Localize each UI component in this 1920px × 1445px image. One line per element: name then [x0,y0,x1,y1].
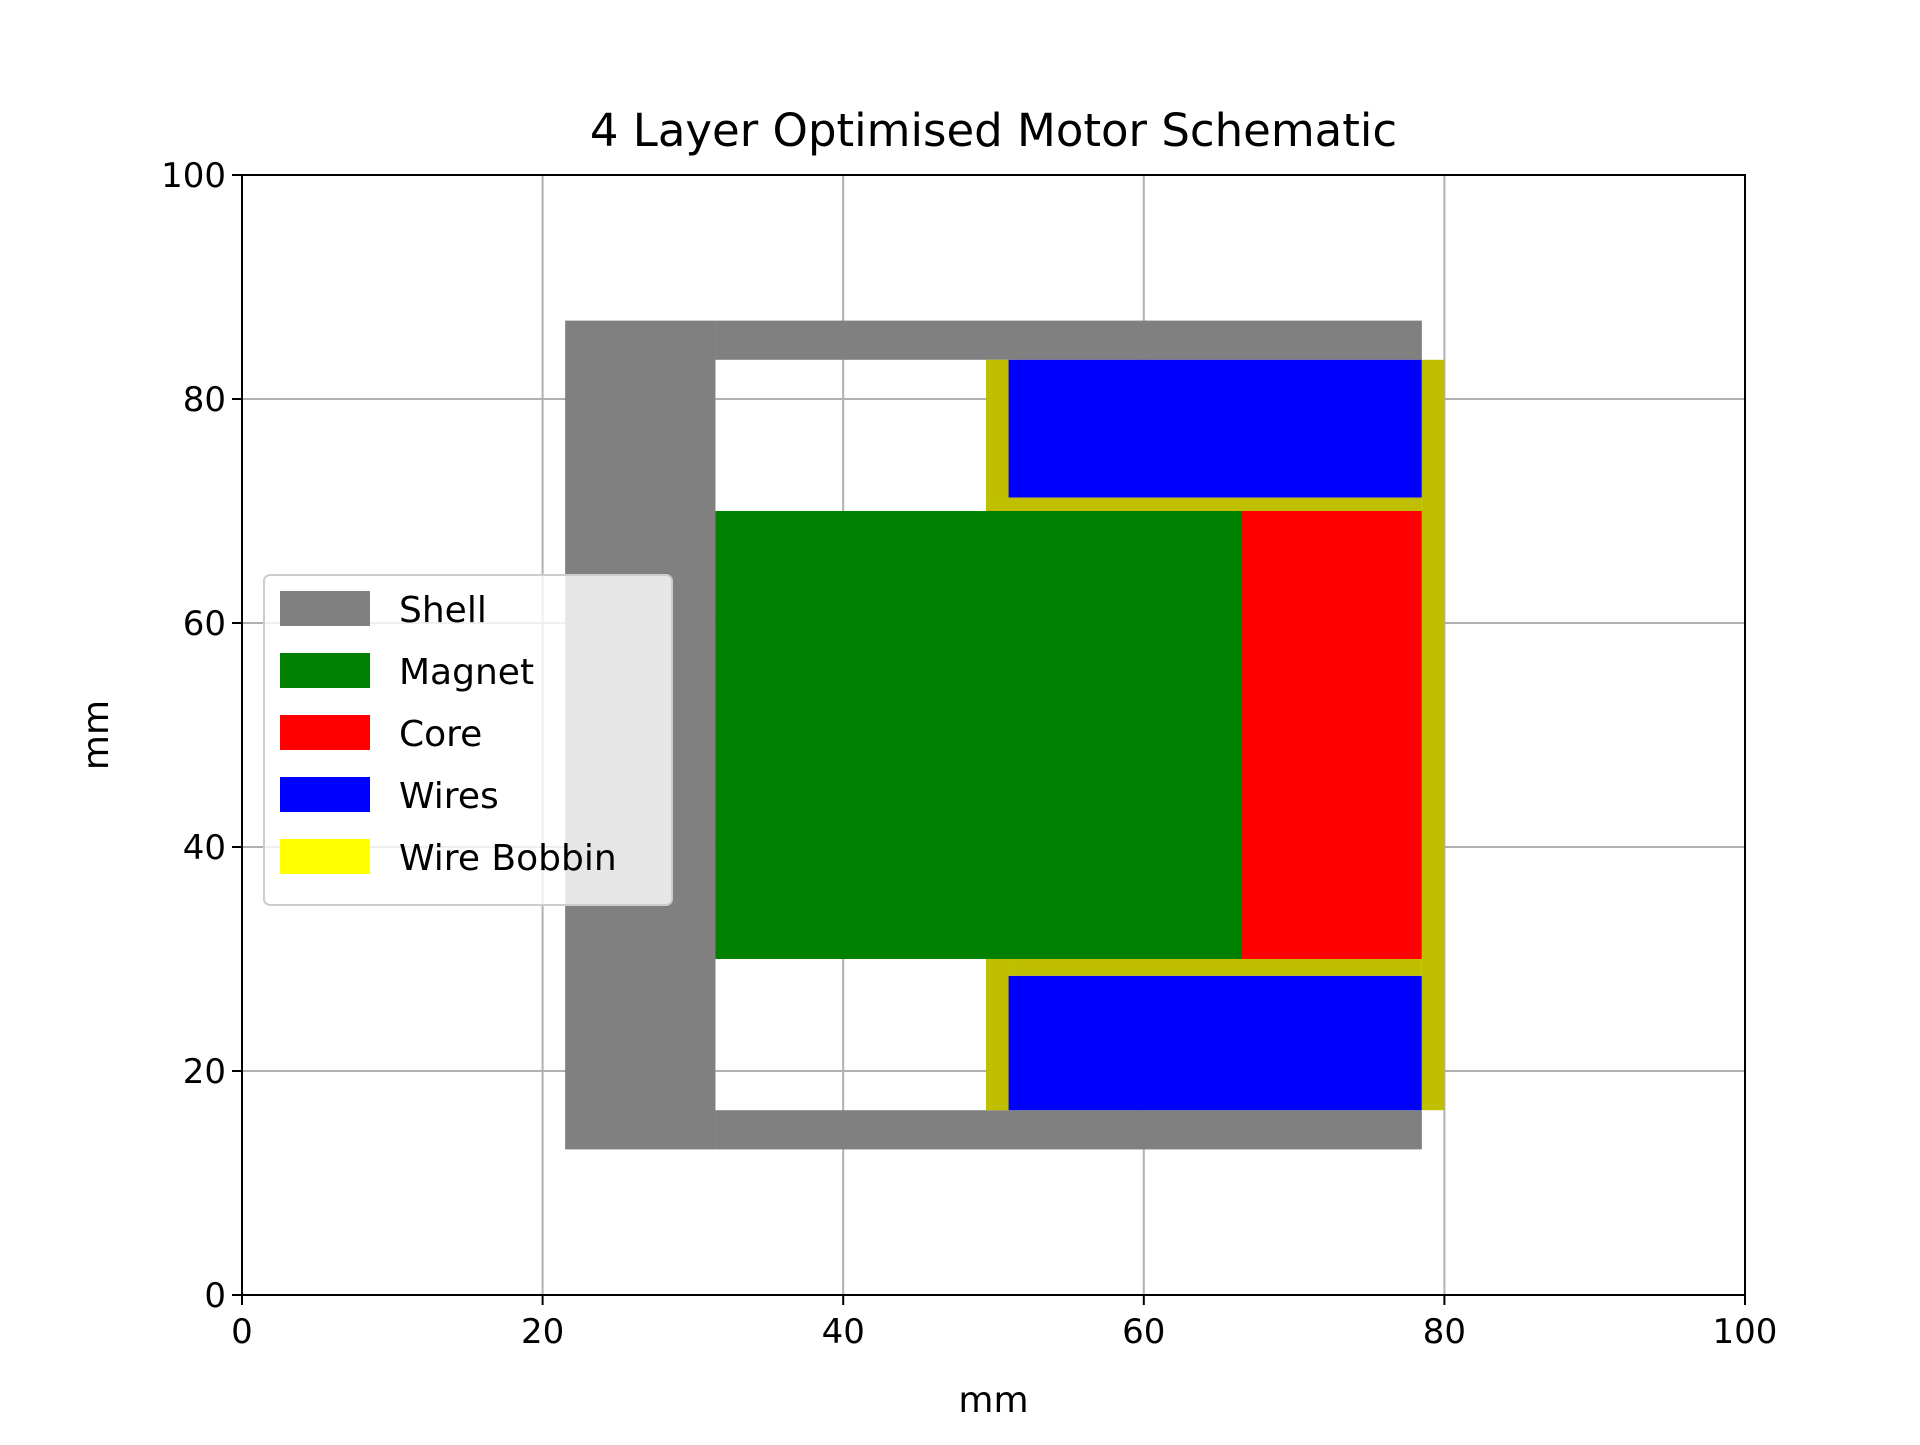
wire-bobbin-rect [985,959,1009,1111]
legend-swatch [280,715,370,750]
x-tick-label: 60 [1122,1312,1165,1352]
plot-shapes [565,320,1445,1150]
legend: Shell Magnet Core Wires Wire Bobbin [263,574,673,906]
wire-bobbin-rect [985,359,1009,498]
y-tick-label: 100 [161,156,226,196]
x-tick-label: 80 [1423,1312,1466,1352]
x-tick-label: 0 [231,1312,253,1352]
shell-rect [715,1110,1422,1150]
wires-rect [1008,359,1422,498]
wire-bobbin-rect [985,497,1422,511]
legend-label: Magnet [399,652,534,693]
x-tick-label: 40 [822,1312,865,1352]
wire-bobbin-rect [1421,359,1445,1111]
wire-bobbin-rect [1008,959,1422,976]
x-tick-label: 20 [521,1312,564,1352]
legend-label: Shell [399,590,487,631]
y-axis-label: mm [76,700,117,770]
y-tick-label: 40 [183,828,226,868]
x-tick-label: 100 [1713,1312,1778,1352]
y-tick-label: 60 [183,604,226,644]
series-wires [1008,359,1422,1111]
legend-swatch [280,777,370,812]
legend-swatch [280,653,370,688]
shell-rect [715,320,1422,360]
y-tick-label: 20 [183,1052,226,1092]
y-tick-label: 80 [183,380,226,420]
legend-label: Wire Bobbin [399,838,617,879]
x-axis-label: mm [958,1380,1028,1421]
plot-frame [241,174,1746,1296]
legend-swatch [280,839,370,874]
magnet-rect [715,511,1242,959]
y-tick-label: 0 [204,1276,226,1316]
legend-swatch [280,591,370,626]
legend-label: Wires [399,776,499,817]
axis-ticks: 0 20 40 60 80 100 0 20 40 60 80 100 [161,156,1777,1352]
wires-rect [1008,975,1422,1111]
series-magnet [715,511,1242,959]
core-rect [1241,511,1422,959]
legend-label: Core [399,714,482,755]
series-wire-bobbin [985,359,1445,1111]
chart-title: 4 Layer Optimised Motor Schematic [590,104,1397,157]
series-core [1241,511,1422,959]
